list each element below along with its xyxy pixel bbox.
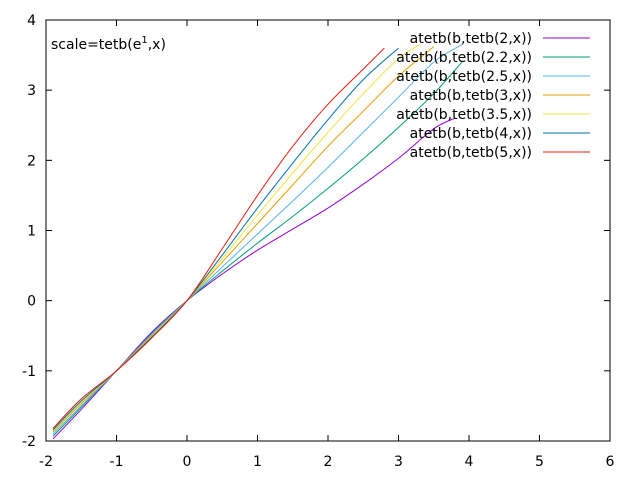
series-lines — [52, 44, 463, 440]
series-line — [52, 44, 463, 435]
legend-label: atetb(b,tetb(4,x)) — [410, 126, 532, 142]
legend-label: atetb(b,tetb(2,x)) — [410, 31, 532, 47]
x-tick-label: 6 — [606, 454, 615, 470]
x-tick-label: 3 — [394, 454, 403, 470]
y-tick-label: 3 — [27, 83, 36, 99]
axis-ticks: -2 -1 0 1 2 3 4 5 6 -2 -1 0 1 2 3 4 — [22, 13, 615, 470]
scale-annotation: scale=tetb(e1,x) — [51, 35, 166, 53]
legend-label: atetb(b,tetb(2.5,x)) — [396, 69, 532, 85]
x-tick-label: -2 — [39, 454, 53, 470]
legend-label: atetb(b,tetb(3.5,x)) — [396, 107, 532, 123]
y-tick-label: 4 — [27, 13, 36, 29]
annotation-suffix: ,x) — [148, 37, 166, 53]
y-tick-label: -2 — [22, 434, 36, 450]
series-line — [52, 46, 435, 433]
series-line — [52, 47, 385, 429]
legend: atetb(b,tetb(2,x)) atetb(b,tetb(2.2,x)) at… — [396, 31, 590, 161]
x-tick-label: 5 — [535, 454, 544, 470]
legend-label: atetb(b,tetb(3,x)) — [410, 88, 532, 104]
x-tick-label: -1 — [110, 454, 124, 470]
y-tick-label: 2 — [27, 153, 36, 169]
legend-label: atetb(b,tetb(5,x)) — [410, 145, 532, 161]
y-tick-label: -1 — [22, 364, 36, 380]
x-tick-label: 2 — [324, 454, 333, 470]
x-tick-label: 1 — [253, 454, 262, 470]
series-line — [52, 117, 456, 440]
annotation-prefix: scale=tetb(e — [51, 37, 141, 53]
annotation-superscript: 1 — [141, 35, 147, 46]
x-tick-label: 0 — [183, 454, 192, 470]
legend-label: atetb(b,tetb(2.2,x)) — [396, 50, 532, 66]
series-line — [52, 44, 420, 431]
y-tick-label: 0 — [27, 294, 36, 310]
series-line — [52, 47, 399, 431]
x-tick-label: 4 — [465, 454, 474, 470]
y-tick-label: 1 — [27, 224, 36, 240]
